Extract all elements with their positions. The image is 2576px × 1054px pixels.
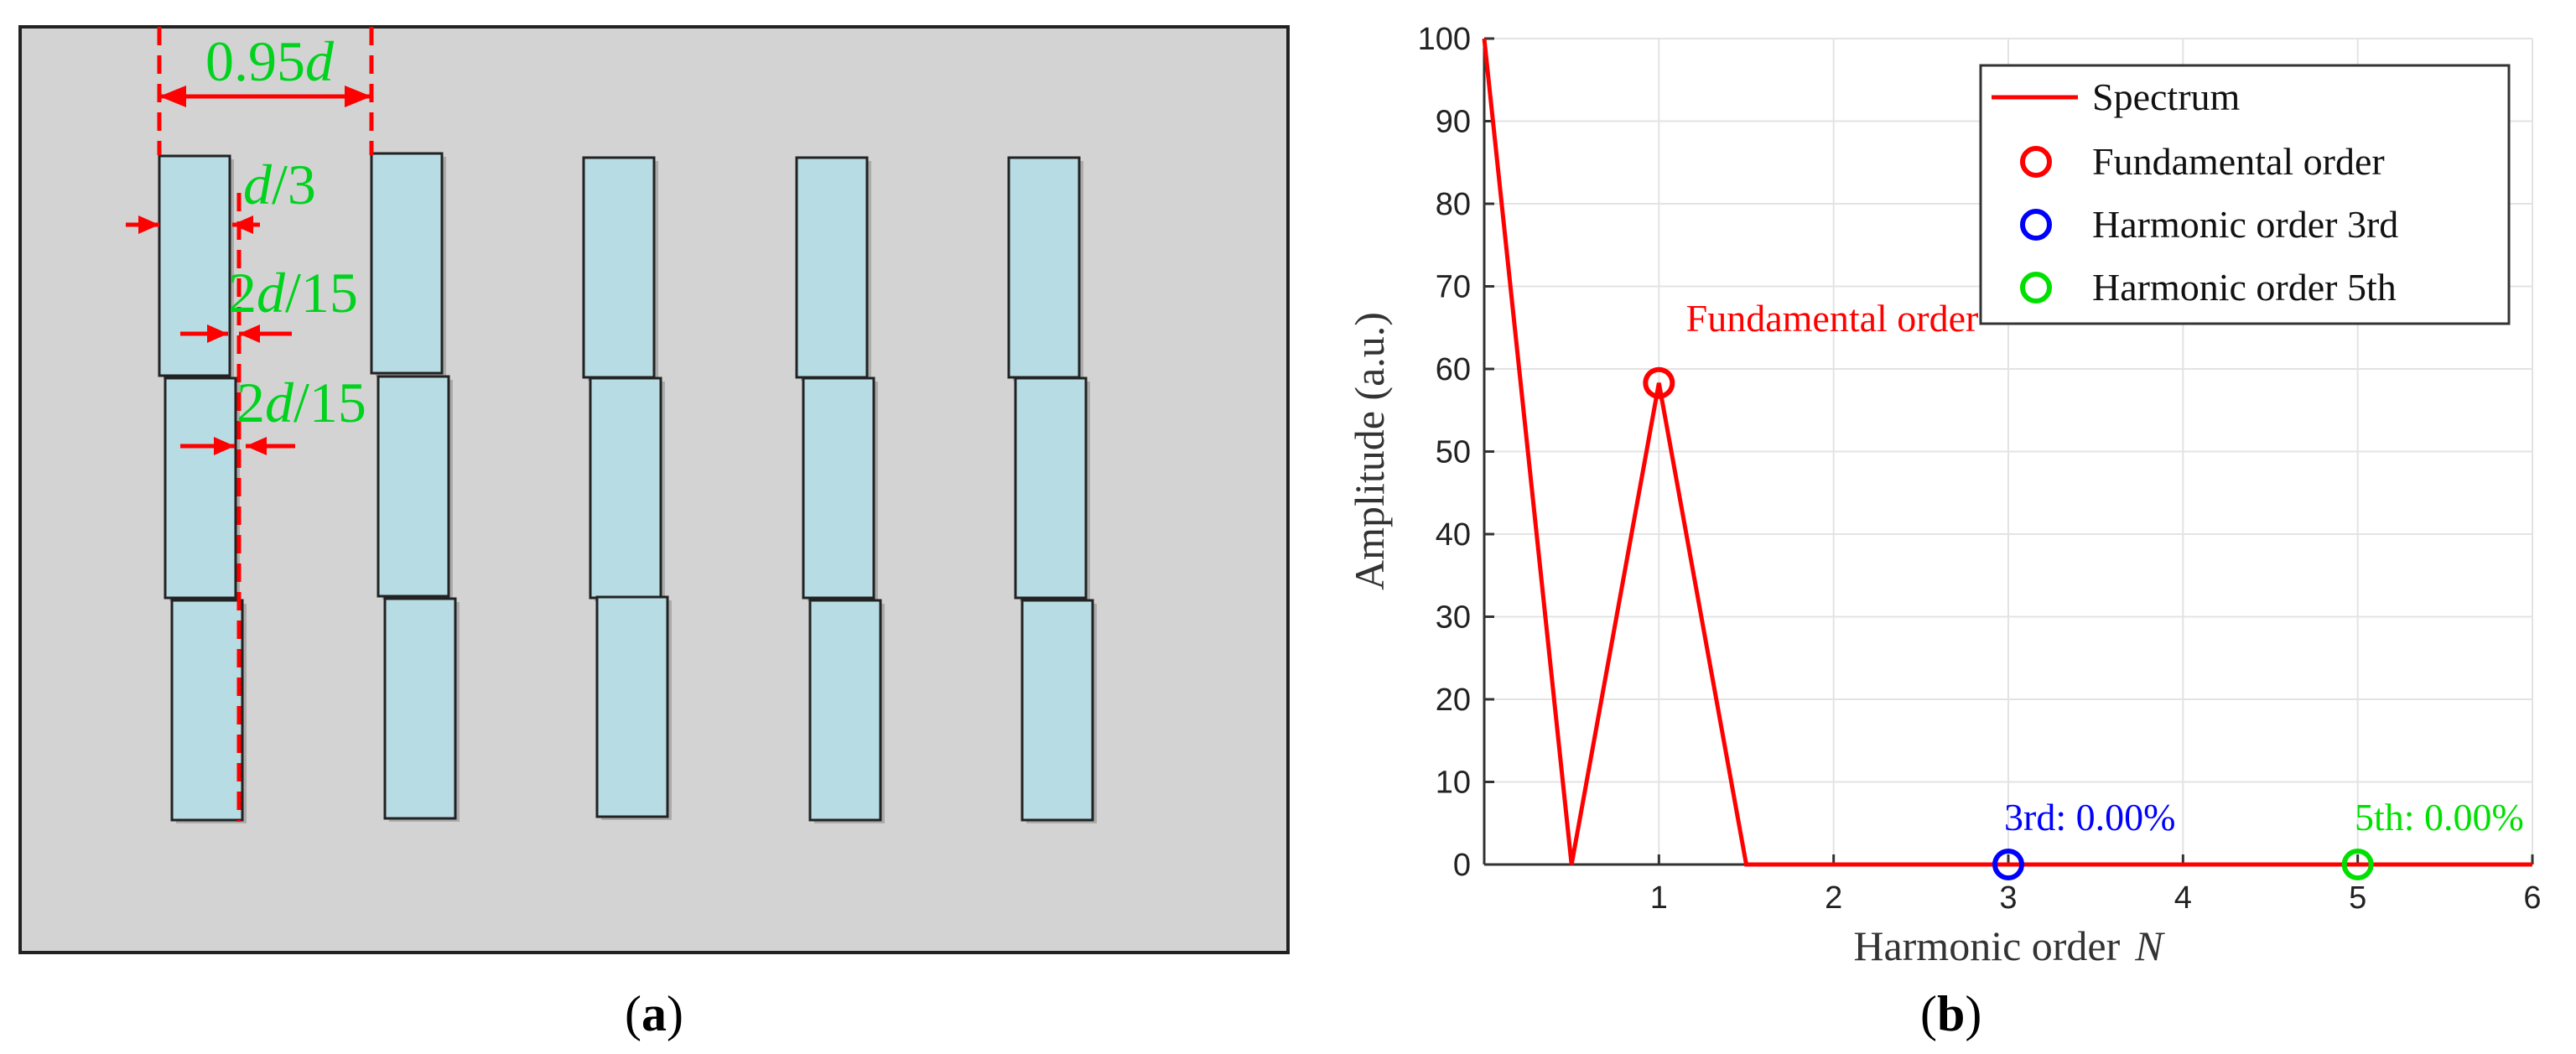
x-axis-label-var: N <box>2134 922 2165 969</box>
width-arrow-left <box>159 86 186 107</box>
third-arrow-right <box>232 215 253 234</box>
block-5-1 <box>1007 156 1081 379</box>
x-tick-label: 1 <box>1650 880 1668 916</box>
y-tick-label: 40 <box>1436 517 1471 553</box>
y-tick-label: 30 <box>1436 600 1471 636</box>
panel-a-label: (a) <box>625 986 683 1041</box>
y-tick-label: 90 <box>1436 105 1471 140</box>
block-5-2 <box>1014 376 1088 600</box>
y-tick-label: 70 <box>1436 270 1471 305</box>
annotation-fifth: 5th: 0.00% <box>2355 796 2524 839</box>
legend-fifth-label: Harmonic order 5th <box>2092 266 2397 309</box>
offset-lower-label: 2d/15 <box>236 371 366 434</box>
block-2-2 <box>377 375 450 598</box>
x-tick-label: 3 <box>1999 880 2017 916</box>
block-2-3 <box>383 597 457 820</box>
y-tick-label: 80 <box>1436 187 1471 222</box>
y-tick-label: 50 <box>1436 435 1471 470</box>
block-1-3 <box>170 599 244 822</box>
block-3-3 <box>595 595 669 818</box>
offset-lower-arrow-left <box>214 437 235 455</box>
offset-upper-arrow-right <box>239 325 260 343</box>
legend-spectrum-label: Spectrum <box>2092 75 2241 118</box>
offset-upper-label: 2d/15 <box>228 261 358 325</box>
block-array <box>158 152 1097 823</box>
data-series <box>1482 38 2532 880</box>
block-3-1 <box>582 156 656 379</box>
y-axis-label: Amplitude (a.u.) <box>1346 312 1393 590</box>
y-tick-label: 0 <box>1453 848 1471 883</box>
x-axis-label: Harmonic order N <box>1853 922 2165 969</box>
offset-lower-arrow-right <box>246 437 267 455</box>
block-3-2 <box>589 376 662 600</box>
third-dimension-label: d/3 <box>243 153 316 216</box>
x-tick-label: 2 <box>1825 880 1842 916</box>
legend-fundamental-label: Fundamental order <box>2092 140 2385 183</box>
x-tick-label: 5 <box>2349 880 2366 916</box>
dimension-annotations: 0.95d d/3 2d/15 2d/15 <box>126 27 374 822</box>
x-tick-label: 4 <box>2174 880 2192 916</box>
block-5-3 <box>1021 599 1094 822</box>
annotation-fundamental: Fundamental order <box>1686 297 1979 340</box>
block-1-1 <box>158 154 231 377</box>
y-tick-label: 60 <box>1436 352 1471 387</box>
legend-third-label: Harmonic order 3rd <box>2092 203 2398 246</box>
panel-b-label: (b) <box>1920 986 1982 1041</box>
legend-fifth-marker <box>2020 272 2052 304</box>
annotation-third: 3rd: 0.00% <box>2004 796 2175 839</box>
offset-upper-arrow-left <box>207 325 228 343</box>
y-tick-label: 10 <box>1436 766 1471 801</box>
x-tick-label: 6 <box>2523 880 2541 916</box>
width-arrow-right <box>345 86 371 107</box>
marker-3 <box>2341 849 2374 880</box>
legend-box <box>1979 64 2511 325</box>
legend-fundamental-marker <box>2020 146 2052 178</box>
y-tick-label: 100 <box>1418 22 1471 57</box>
marker-2 <box>1992 849 2024 880</box>
third-arrow-left <box>138 215 159 234</box>
panel-a-geometry: 0.95d d/3 2d/15 2d/15 <box>18 25 1290 954</box>
block-4-3 <box>808 599 882 822</box>
legend: Spectrum Fundamental order Harmonic orde… <box>1979 64 2511 325</box>
legend-third-marker <box>2020 209 2052 241</box>
block-4-2 <box>802 376 875 600</box>
block-1-2 <box>164 376 237 600</box>
spectrum-line <box>1482 38 2532 867</box>
block-2-1 <box>370 152 444 375</box>
chart-annotations: Fundamental order 3rd: 0.00% 5th: 0.00% <box>1686 297 2524 839</box>
x-axis-label-text: Harmonic order <box>1853 922 2120 969</box>
block-4-1 <box>795 156 869 379</box>
y-tick-label: 20 <box>1436 683 1471 718</box>
width-dimension-label: 0.95d <box>205 29 335 93</box>
marker-1 <box>1643 366 1675 399</box>
